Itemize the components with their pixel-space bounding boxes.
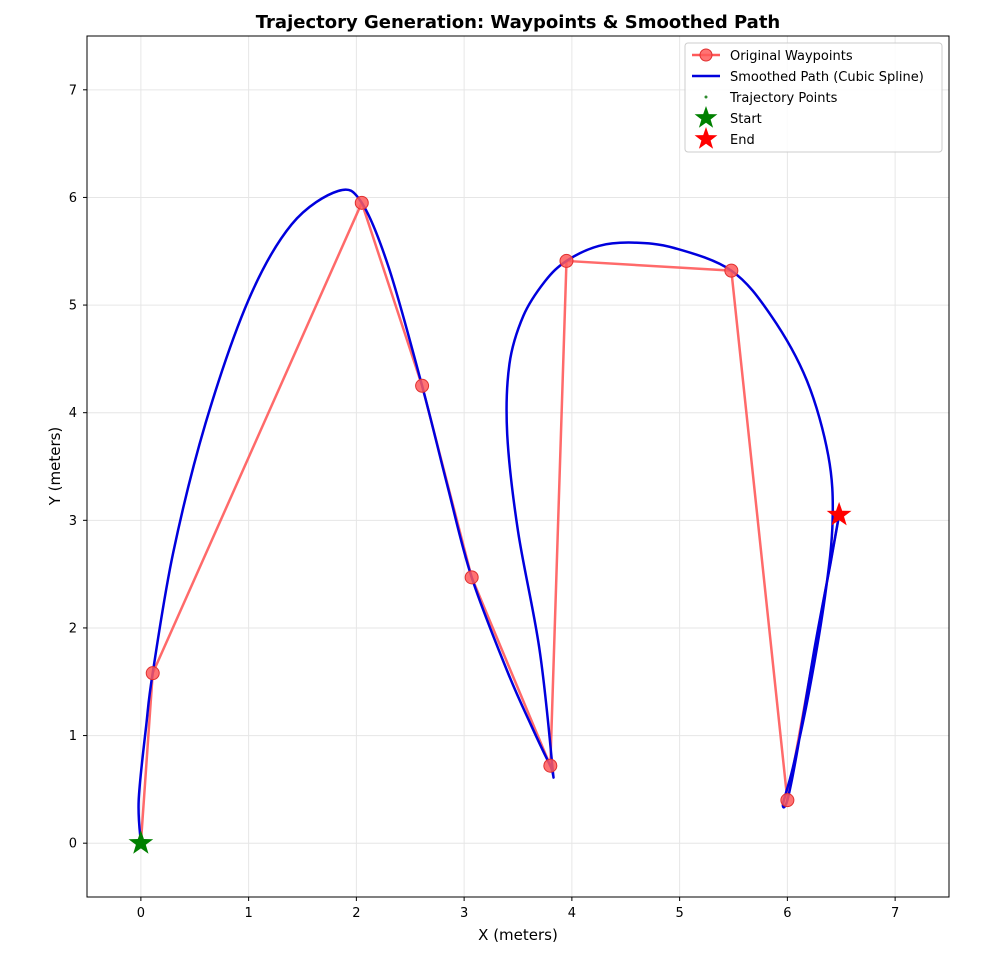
start-star-icon: [128, 830, 154, 854]
waypoint-marker: [354, 195, 369, 210]
plot-series: [128, 188, 852, 854]
legend-label-trajectory: Trajectory Points: [729, 91, 838, 106]
legend-label-end: End: [730, 133, 755, 148]
y-tick-label: 4: [69, 406, 77, 421]
y-tick-label: 0: [69, 837, 77, 852]
y-axis-title: Y (meters): [46, 427, 64, 507]
legend-label-spline: Smoothed Path (Cubic Spline): [730, 70, 924, 85]
x-tick-label: 6: [783, 906, 791, 921]
legend-end-star-icon: [694, 127, 718, 149]
x-tick-label: 0: [137, 906, 145, 921]
legend-trajectory-marker: [704, 95, 708, 99]
legend: Original Waypoints Smoothed Path (Cubic …: [684, 42, 943, 153]
waypoint-marker: [724, 263, 739, 278]
x-tick-label: 2: [352, 906, 360, 921]
chart-title: Trajectory Generation: Waypoints & Smoot…: [256, 12, 781, 33]
smoothed-spline-line: [137, 188, 841, 844]
legend-label-start: Start: [730, 112, 762, 127]
x-tick-label: 7: [891, 906, 899, 921]
y-tick-label: 3: [69, 514, 77, 529]
end-star-icon: [826, 501, 852, 526]
x-tick-label: 3: [460, 906, 468, 921]
y-tick-label: 1: [69, 729, 77, 744]
waypoint-marker: [145, 666, 160, 681]
axis-ticks: 0 1 2 3 4 5 6 7 0 1 2 3 4 5 6 7: [69, 83, 900, 921]
waypoint-marker: [559, 253, 574, 268]
x-tick-label: 4: [568, 906, 576, 921]
x-tick-label: 1: [244, 906, 252, 921]
waypoint-marker: [415, 378, 430, 393]
legend-start-star-icon: [694, 106, 718, 128]
grid-lines: [87, 36, 949, 897]
waypoint-marker: [780, 793, 795, 808]
y-tick-label: 2: [69, 621, 77, 636]
legend-label-waypoints: Original Waypoints: [730, 49, 853, 64]
y-tick-label: 5: [69, 299, 77, 314]
legend-box: [684, 42, 943, 153]
x-tick-label: 5: [675, 906, 683, 921]
waypoint-marker: [464, 570, 479, 585]
y-tick-label: 6: [69, 191, 77, 206]
x-axis-title: X (meters): [478, 926, 558, 944]
legend-waypoints-marker: [699, 48, 713, 62]
waypoint-marker: [543, 758, 558, 773]
plot-frame: [86, 35, 950, 898]
y-tick-label: 7: [69, 83, 77, 98]
waypoints-line: [139, 201, 841, 844]
